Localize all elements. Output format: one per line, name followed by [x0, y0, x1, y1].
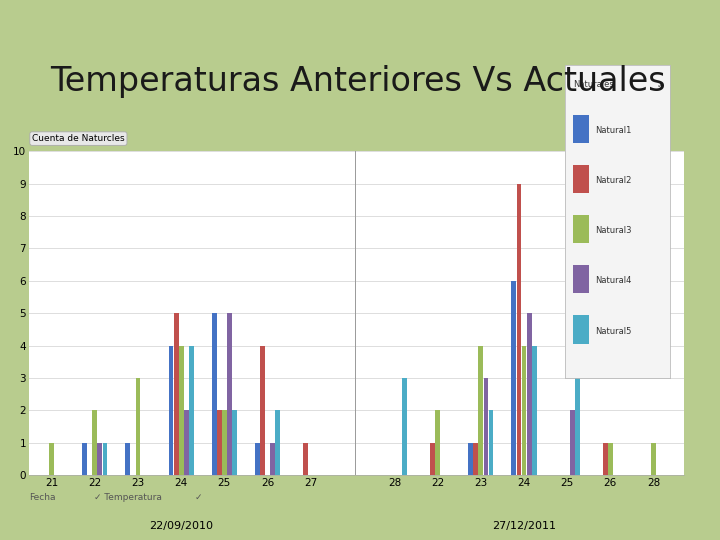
- FancyBboxPatch shape: [572, 265, 589, 293]
- Bar: [227, 313, 232, 475]
- Bar: [603, 443, 608, 475]
- Bar: [184, 410, 189, 475]
- Bar: [473, 443, 478, 475]
- Text: ✓: ✓: [194, 492, 202, 502]
- Text: ✓: ✓: [657, 80, 664, 90]
- Bar: [575, 313, 580, 475]
- Bar: [260, 346, 265, 475]
- Bar: [430, 443, 435, 475]
- Bar: [92, 410, 97, 475]
- Bar: [222, 410, 227, 475]
- Text: Natural1: Natural1: [595, 126, 632, 135]
- Bar: [82, 443, 87, 475]
- Bar: [608, 443, 613, 475]
- Bar: [189, 346, 194, 475]
- Bar: [174, 313, 179, 475]
- Text: Natural5: Natural5: [595, 327, 632, 335]
- Bar: [489, 410, 493, 475]
- Text: Naturales: Naturales: [574, 80, 614, 90]
- Bar: [212, 313, 217, 475]
- Text: Cuenta de Naturcles: Cuenta de Naturcles: [32, 134, 125, 143]
- FancyBboxPatch shape: [572, 165, 589, 193]
- Text: ✓ Temperatura: ✓ Temperatura: [94, 492, 161, 502]
- Bar: [97, 443, 102, 475]
- Text: Temperaturas Anteriores Vs Actuales: Temperaturas Anteriores Vs Actuales: [50, 65, 666, 98]
- Bar: [135, 378, 140, 475]
- Bar: [436, 410, 440, 475]
- Bar: [255, 443, 260, 475]
- Bar: [532, 346, 536, 475]
- Bar: [49, 443, 54, 475]
- Text: Natural3: Natural3: [595, 226, 632, 235]
- Bar: [402, 378, 407, 475]
- Bar: [102, 443, 107, 475]
- Bar: [651, 443, 656, 475]
- Bar: [521, 346, 526, 475]
- Bar: [232, 410, 237, 475]
- Bar: [484, 378, 488, 475]
- Bar: [125, 443, 130, 475]
- Bar: [270, 443, 275, 475]
- Text: Natural4: Natural4: [595, 276, 632, 286]
- Bar: [516, 184, 521, 475]
- Text: Fecha: Fecha: [29, 492, 55, 502]
- Bar: [478, 346, 483, 475]
- FancyBboxPatch shape: [572, 115, 589, 143]
- Bar: [511, 281, 516, 475]
- Text: 27/12/2011: 27/12/2011: [492, 521, 556, 531]
- FancyBboxPatch shape: [572, 215, 589, 244]
- Bar: [168, 346, 174, 475]
- Text: Natural2: Natural2: [595, 176, 632, 185]
- Bar: [468, 443, 473, 475]
- Bar: [303, 443, 308, 475]
- Bar: [179, 346, 184, 475]
- Text: 22/09/2010: 22/09/2010: [149, 521, 213, 531]
- Bar: [570, 410, 575, 475]
- Bar: [275, 410, 280, 475]
- Bar: [217, 410, 222, 475]
- FancyBboxPatch shape: [572, 315, 589, 343]
- Bar: [526, 313, 531, 475]
